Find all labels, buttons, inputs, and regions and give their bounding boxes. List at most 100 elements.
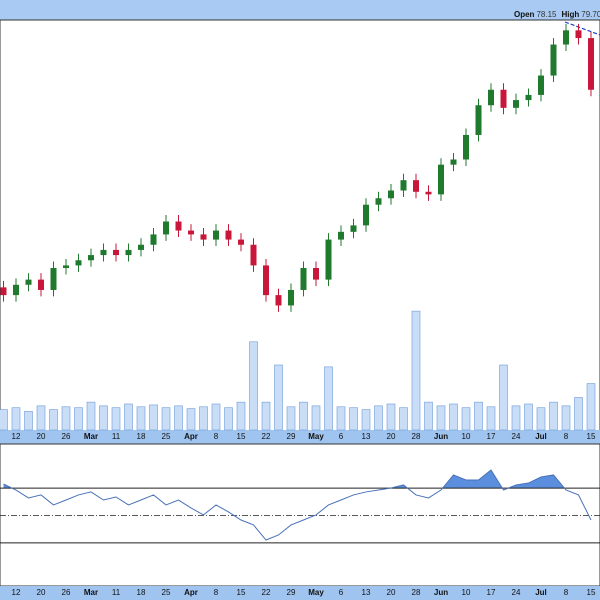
candle-body <box>488 89 494 106</box>
x-tick-label: May <box>308 588 324 597</box>
candle-body <box>575 30 582 39</box>
volume-bar <box>49 409 58 431</box>
volume-bar <box>374 405 383 431</box>
candle-body <box>38 279 44 290</box>
price-panel <box>0 19 600 445</box>
x-tick-label: 25 <box>162 588 171 597</box>
volume-bar <box>236 401 246 431</box>
volume-bar <box>249 341 258 431</box>
candle-body <box>538 75 544 95</box>
x-tick-label: 13 <box>362 432 371 441</box>
candle-body <box>288 289 294 306</box>
candle-body <box>225 230 232 240</box>
candle-body <box>550 44 557 76</box>
volume-bar <box>524 403 533 431</box>
candle-body <box>0 287 7 296</box>
volume-bar <box>336 406 346 431</box>
volume-bar <box>486 406 496 431</box>
volume-bar <box>86 401 96 431</box>
x-tick-label: 20 <box>37 432 46 441</box>
x-tick-label: 12 <box>12 588 21 597</box>
candle-body <box>588 38 594 90</box>
candle-body <box>275 295 282 306</box>
x-tick-label: 26 <box>62 588 71 597</box>
candle-body <box>138 244 144 250</box>
candle-body <box>463 134 469 160</box>
candle-body <box>475 105 482 135</box>
indicator-panel <box>0 443 600 587</box>
candle-body <box>150 234 157 245</box>
volume-bar <box>474 401 483 431</box>
candle-body <box>125 249 132 256</box>
volume-bar <box>36 405 46 431</box>
candle-body <box>388 190 394 199</box>
x-tick-label: 20 <box>387 588 396 597</box>
candle-body <box>450 159 457 165</box>
x-tick-label: 8 <box>564 588 569 597</box>
x-tick-label: 26 <box>62 432 71 441</box>
volume-bar <box>536 407 546 431</box>
header-bar <box>0 0 600 20</box>
volume-bar <box>386 403 396 431</box>
x-tick-label: Mar <box>84 432 98 441</box>
volume-bar <box>424 401 433 431</box>
header-label: High <box>561 10 579 19</box>
x-tick-label: 17 <box>487 588 496 597</box>
x-axis-bar-bottom <box>0 586 600 600</box>
candle-body <box>413 180 419 192</box>
volume-bar <box>511 405 521 431</box>
candle-body <box>238 239 244 245</box>
header-value: 79.70 <box>581 10 600 19</box>
x-axis-bar <box>0 430 600 444</box>
x-tick-label: 6 <box>339 588 344 597</box>
x-tick-label: 20 <box>387 432 396 441</box>
candle-body <box>163 221 169 235</box>
x-tick-label: Jun <box>434 432 448 441</box>
candle-body <box>325 239 332 280</box>
candle-body <box>350 225 357 232</box>
x-tick-label: Jun <box>434 588 448 597</box>
x-tick-label: 25 <box>162 432 171 441</box>
volume-bar <box>136 406 146 431</box>
candle-body <box>13 284 19 296</box>
candle-body <box>50 268 57 290</box>
x-tick-label: 15 <box>237 588 246 597</box>
candle-body <box>250 244 257 266</box>
candle-body <box>263 265 269 296</box>
x-tick-label: 24 <box>512 588 521 597</box>
candle-body <box>375 198 382 205</box>
volume-bar <box>324 366 333 431</box>
x-tick-label: 20 <box>37 588 46 597</box>
volume-bar <box>99 405 108 431</box>
x-tick-label: 22 <box>262 588 271 597</box>
volume-bar <box>224 407 233 431</box>
price-group <box>0 23 594 312</box>
x-tick-label: Jul <box>535 588 547 597</box>
x-tick-label: Apr <box>184 432 198 441</box>
x-tick-label: 18 <box>137 588 146 597</box>
x-tick-label: 10 <box>462 432 471 441</box>
candle-body <box>438 164 444 195</box>
x-tick-label: 13 <box>362 588 371 597</box>
candle-body <box>25 279 32 285</box>
candle-body <box>525 94 532 101</box>
volume-bar <box>411 310 421 431</box>
x-tick-label: 10 <box>462 588 471 597</box>
volume-bar <box>74 407 83 431</box>
volume-bar <box>561 405 571 431</box>
indicator-group <box>0 469 600 544</box>
candle-body <box>338 231 344 240</box>
volume-bar <box>149 404 158 431</box>
volume-bar <box>499 364 508 431</box>
x-tick-label: 8 <box>564 432 569 441</box>
x-tick-label: 15 <box>237 432 246 441</box>
overbought-fill <box>3 470 591 489</box>
candle-body <box>113 249 119 256</box>
header-label: Open <box>514 10 535 19</box>
header-value: 78.15 <box>536 10 557 19</box>
x-tick-label: 8 <box>214 432 219 441</box>
volume-bar <box>199 406 208 431</box>
volume-bar <box>211 403 221 431</box>
